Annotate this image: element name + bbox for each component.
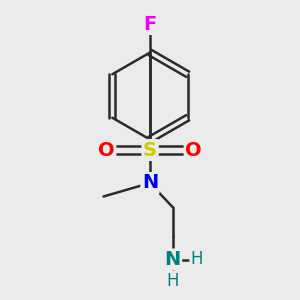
Text: O: O: [98, 140, 115, 160]
Text: N: N: [142, 173, 158, 193]
Text: N: N: [164, 250, 181, 269]
Text: F: F: [143, 14, 157, 34]
Text: H: H: [166, 272, 179, 290]
Text: S: S: [143, 140, 157, 160]
Text: O: O: [185, 140, 202, 160]
Text: H: H: [190, 250, 203, 268]
